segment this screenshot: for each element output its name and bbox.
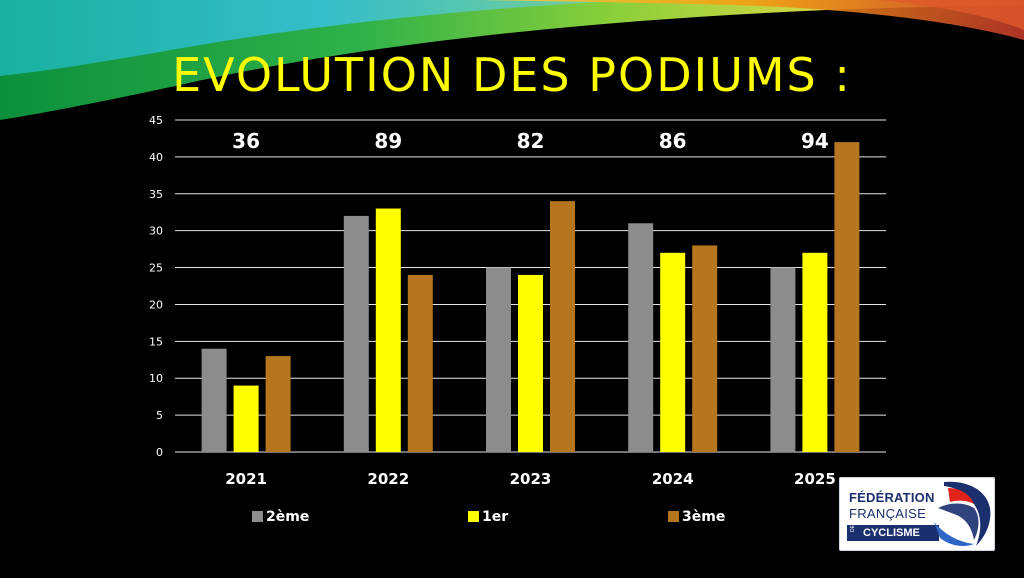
legend-label: 2ème — [266, 509, 309, 525]
chart-title: EVOLUTION DES PODIUMS : — [172, 48, 852, 102]
logo-line-1: FÉDÉRATION — [849, 490, 935, 505]
bar — [407, 274, 433, 452]
logo-line-2: FRANÇAISE — [849, 506, 927, 521]
total-label: 94 — [801, 129, 829, 153]
y-tick-label: 20 — [149, 298, 163, 311]
bar — [692, 245, 718, 452]
legend-label: 3ème — [682, 509, 725, 525]
bar — [265, 356, 291, 452]
y-tick-label: 0 — [156, 446, 163, 459]
y-tick-label: 5 — [156, 409, 163, 422]
logo-line-3-prefix: DE — [850, 525, 856, 532]
total-label: 36 — [232, 129, 260, 153]
bar — [233, 385, 259, 452]
bar — [802, 252, 828, 452]
bar — [201, 348, 227, 452]
total-label: 82 — [517, 129, 545, 153]
ffc-logo: FÉDÉRATION FRANÇAISE DE CYCLISME — [839, 477, 995, 551]
x-tick-label: 2022 — [367, 470, 409, 488]
y-tick-label: 30 — [149, 225, 163, 238]
y-tick-label: 40 — [149, 151, 163, 164]
bar — [660, 252, 686, 452]
x-tick-label: 2023 — [510, 470, 552, 488]
total-label: 89 — [374, 129, 402, 153]
bar — [518, 274, 543, 452]
logo-line-3: CYCLISME — [863, 527, 920, 539]
y-tick-label: 15 — [149, 335, 163, 348]
legend-swatch — [668, 511, 679, 522]
bar — [550, 201, 575, 452]
legend-label: 1er — [482, 509, 508, 525]
bar — [375, 208, 401, 452]
bar — [486, 267, 511, 452]
legend-swatch — [468, 511, 479, 522]
x-tick-label: 2024 — [652, 470, 694, 488]
bar — [343, 215, 369, 452]
cyclist-swoosh-icon — [934, 481, 991, 546]
logo-band: DE CYCLISME — [847, 525, 939, 541]
legend-swatch — [252, 511, 263, 522]
x-tick-label: 2025 — [794, 470, 836, 488]
bar — [834, 142, 860, 452]
y-tick-label: 10 — [149, 372, 163, 385]
x-tick-label: 2021 — [225, 470, 267, 488]
bar — [770, 267, 796, 452]
decorative-swoosh — [0, 0, 1024, 120]
y-tick-label: 25 — [149, 262, 163, 275]
y-tick-label: 45 — [149, 114, 163, 127]
total-label: 86 — [659, 129, 687, 153]
bar — [628, 223, 654, 452]
y-tick-label: 35 — [149, 188, 163, 201]
